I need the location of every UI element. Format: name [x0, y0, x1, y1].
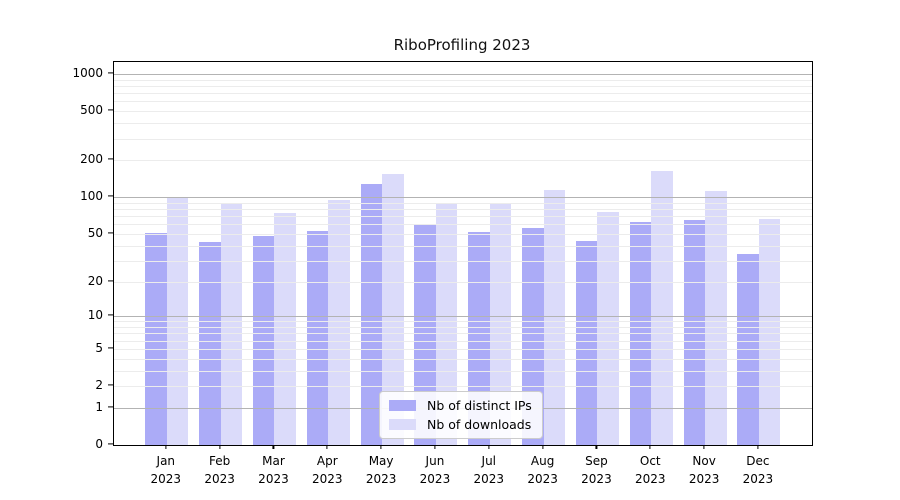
legend-item: Nb of downloads	[389, 417, 532, 432]
x-tick-label: Dec 2023	[742, 454, 774, 486]
x-tick-mark	[488, 445, 490, 449]
y-tick-label: 10	[87, 308, 103, 323]
y-tick-label: 1	[95, 399, 103, 414]
x-tick-mark	[165, 445, 167, 449]
x-tick-label: Oct 2023	[634, 454, 666, 486]
bar	[575, 240, 598, 445]
x-tick-label: Apr 2023	[312, 454, 343, 486]
bar	[145, 232, 167, 445]
legend-swatch-distinct-ips	[389, 400, 416, 411]
x-tick-mark	[326, 445, 328, 449]
x-tick-mark	[757, 445, 759, 449]
bar	[199, 241, 221, 445]
y-tick-mark	[108, 232, 113, 234]
y-tick-mark	[108, 279, 113, 282]
bar	[758, 219, 781, 445]
y-tick-mark	[108, 347, 113, 349]
legend-item: Nb of distinct IPs	[389, 398, 532, 413]
y-tick-label: 2	[95, 378, 103, 392]
y-tick-label: 20	[87, 273, 103, 288]
legend-label: Nb of distinct IPs	[427, 398, 532, 413]
x-tick-label: Feb 2023	[204, 454, 235, 486]
bar	[414, 224, 436, 445]
bar	[306, 230, 329, 445]
x-tick-mark	[703, 445, 705, 449]
y-tick-mark	[108, 158, 113, 160]
bar	[435, 203, 458, 445]
y-tick-label: 100	[80, 189, 103, 204]
bar	[705, 191, 727, 445]
bar	[274, 213, 296, 445]
bar	[382, 173, 404, 445]
y-tick-mark	[108, 109, 113, 111]
bar	[252, 236, 275, 445]
y-tick-label: 500	[80, 103, 103, 118]
x-tick-label: Jul 2023	[473, 454, 505, 486]
y-tick-label: 1000	[72, 66, 103, 80]
legend-swatch-downloads	[389, 419, 416, 430]
y-tick-label: 0	[95, 437, 103, 451]
x-tick-mark	[380, 445, 382, 449]
bar	[629, 221, 652, 445]
x-tick-mark	[272, 445, 275, 449]
bar	[597, 212, 619, 445]
x-tick-label: Sep 2023	[581, 454, 612, 486]
y-tick-mark	[108, 406, 113, 408]
x-tick-label: Mar 2023	[258, 454, 289, 486]
x-tick-label: May 2023	[365, 454, 397, 486]
x-tick-mark	[542, 445, 544, 449]
bar	[328, 199, 350, 445]
bar	[489, 203, 512, 445]
bar	[651, 171, 673, 445]
x-tick-mark	[595, 445, 598, 449]
y-tick-label: 5	[95, 340, 103, 355]
x-tick-label: Jun 2023	[419, 454, 451, 486]
x-tick-label: Nov 2023	[688, 454, 720, 486]
x-tick-label: Aug 2023	[527, 454, 558, 486]
y-tick-mark	[108, 384, 113, 386]
bar	[737, 254, 759, 445]
x-axis: Jan 2023 Feb 2023 Mar 2023 Apr 2023 May 2023…	[113, 445, 811, 500]
x-tick-mark	[219, 445, 221, 449]
y-tick-mark	[108, 195, 113, 197]
bars-layer	[114, 62, 812, 445]
bar	[166, 198, 189, 445]
x-tick-label: Jan 2023	[150, 454, 182, 486]
y-tick-mark	[108, 314, 113, 316]
bar	[683, 220, 706, 445]
bar	[543, 190, 566, 445]
bar	[220, 202, 243, 445]
y-axis: 0 1 2 5 10 20 50 100 200 500 1000	[0, 61, 113, 451]
y-tick-label: 200	[80, 152, 103, 167]
legend-label: Nb of downloads	[427, 417, 532, 432]
plot-area: Nb of distinct IPs Nb of downloads	[113, 61, 813, 446]
x-tick-mark	[434, 445, 436, 449]
legend: Nb of distinct IPs Nb of downloads	[379, 391, 543, 439]
bar	[360, 183, 383, 445]
x-tick-mark	[649, 445, 651, 449]
y-tick-mark	[108, 443, 113, 445]
y-tick-mark	[108, 72, 113, 74]
y-tick-label: 50	[87, 225, 103, 240]
chart-title: RiboProfiling 2023	[393, 36, 531, 54]
